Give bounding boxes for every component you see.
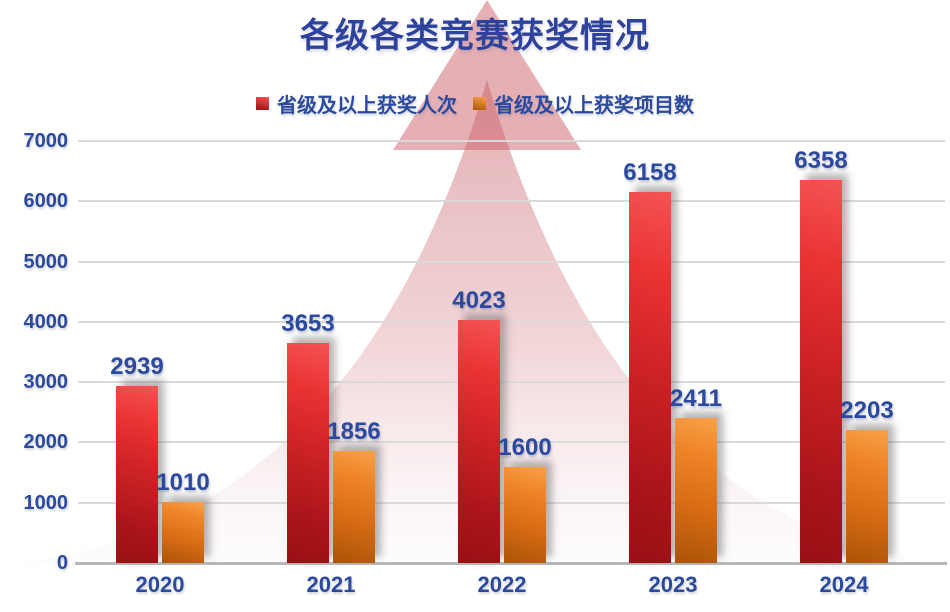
gridline-3000 (78, 381, 945, 384)
x-tick-label-2021: 2021 (306, 572, 356, 597)
bar-value-label-series2-2020: 1010 (156, 469, 210, 497)
bar-value-label-series2-2022: 1600 (498, 433, 552, 461)
x-tick-label-2022: 2022 (477, 572, 527, 597)
legend-swatch-orange (473, 96, 486, 110)
y-tick-label-5000: 5000 (23, 250, 69, 273)
gridline-6000 (78, 200, 945, 203)
legend-label-projects: 省级及以上获奖项目数 (494, 94, 694, 117)
bar-series1-2024 (800, 179, 842, 563)
y-tick-label-0: 0 (56, 552, 68, 574)
y-tick-label-4000: 4000 (23, 310, 69, 333)
legend-label-person-times: 省级及以上获奖人次 (277, 94, 457, 117)
bar-value-label-series2-2024: 2203 (840, 397, 894, 425)
legend-swatch-red (256, 96, 269, 110)
gridline-0 (75, 561, 947, 565)
bar-series1-2021 (287, 342, 329, 563)
bar-series2-2021 (333, 451, 375, 563)
bar-series2-2023 (675, 417, 717, 563)
x-tick-label-2024: 2024 (819, 572, 869, 597)
arrow-head-triangle (393, 0, 581, 150)
bar-value-label-series1-2024: 6358 (794, 146, 848, 174)
chart-title: 各级各类竞赛获奖情况 (300, 17, 650, 55)
gridline-2000 (78, 441, 945, 444)
y-tick-label-6000: 6000 (23, 190, 69, 213)
bar-series1-2023 (629, 191, 671, 563)
bar-value-label-series1-2021: 3653 (281, 309, 335, 337)
y-tick-label-3000: 3000 (23, 371, 69, 394)
bar-series1-2022 (458, 320, 500, 563)
bar-series2-2024 (846, 430, 888, 563)
legend: 省级及以上获奖人次 省级及以上获奖项目数 (0, 89, 950, 118)
y-tick-label-2000: 2000 (23, 431, 69, 454)
bar-value-label-series1-2022: 4023 (452, 287, 506, 315)
x-tick-label-2023: 2023 (648, 572, 698, 597)
bar-series2-2022 (504, 466, 546, 563)
legend-item-projects: 省级及以上获奖项目数 (473, 89, 694, 118)
bar-value-label-series1-2023: 6158 (623, 158, 677, 186)
y-tick-label-1000: 1000 (23, 491, 69, 514)
gridline-7000 (78, 139, 945, 142)
gridline-5000 (78, 260, 945, 263)
gridline-4000 (78, 320, 945, 323)
bar-value-label-series2-2023: 2411 (669, 384, 723, 412)
bar-value-label-series2-2021: 1856 (327, 418, 381, 446)
x-tick-label-2020: 2020 (135, 572, 185, 597)
bar-series1-2020 (116, 385, 158, 563)
bar-value-label-series1-2020: 2939 (110, 352, 164, 380)
legend-item-person-times: 省级及以上获奖人次 (256, 89, 457, 118)
y-tick-label-7000: 7000 (23, 129, 69, 152)
bar-series2-2020 (162, 502, 204, 563)
